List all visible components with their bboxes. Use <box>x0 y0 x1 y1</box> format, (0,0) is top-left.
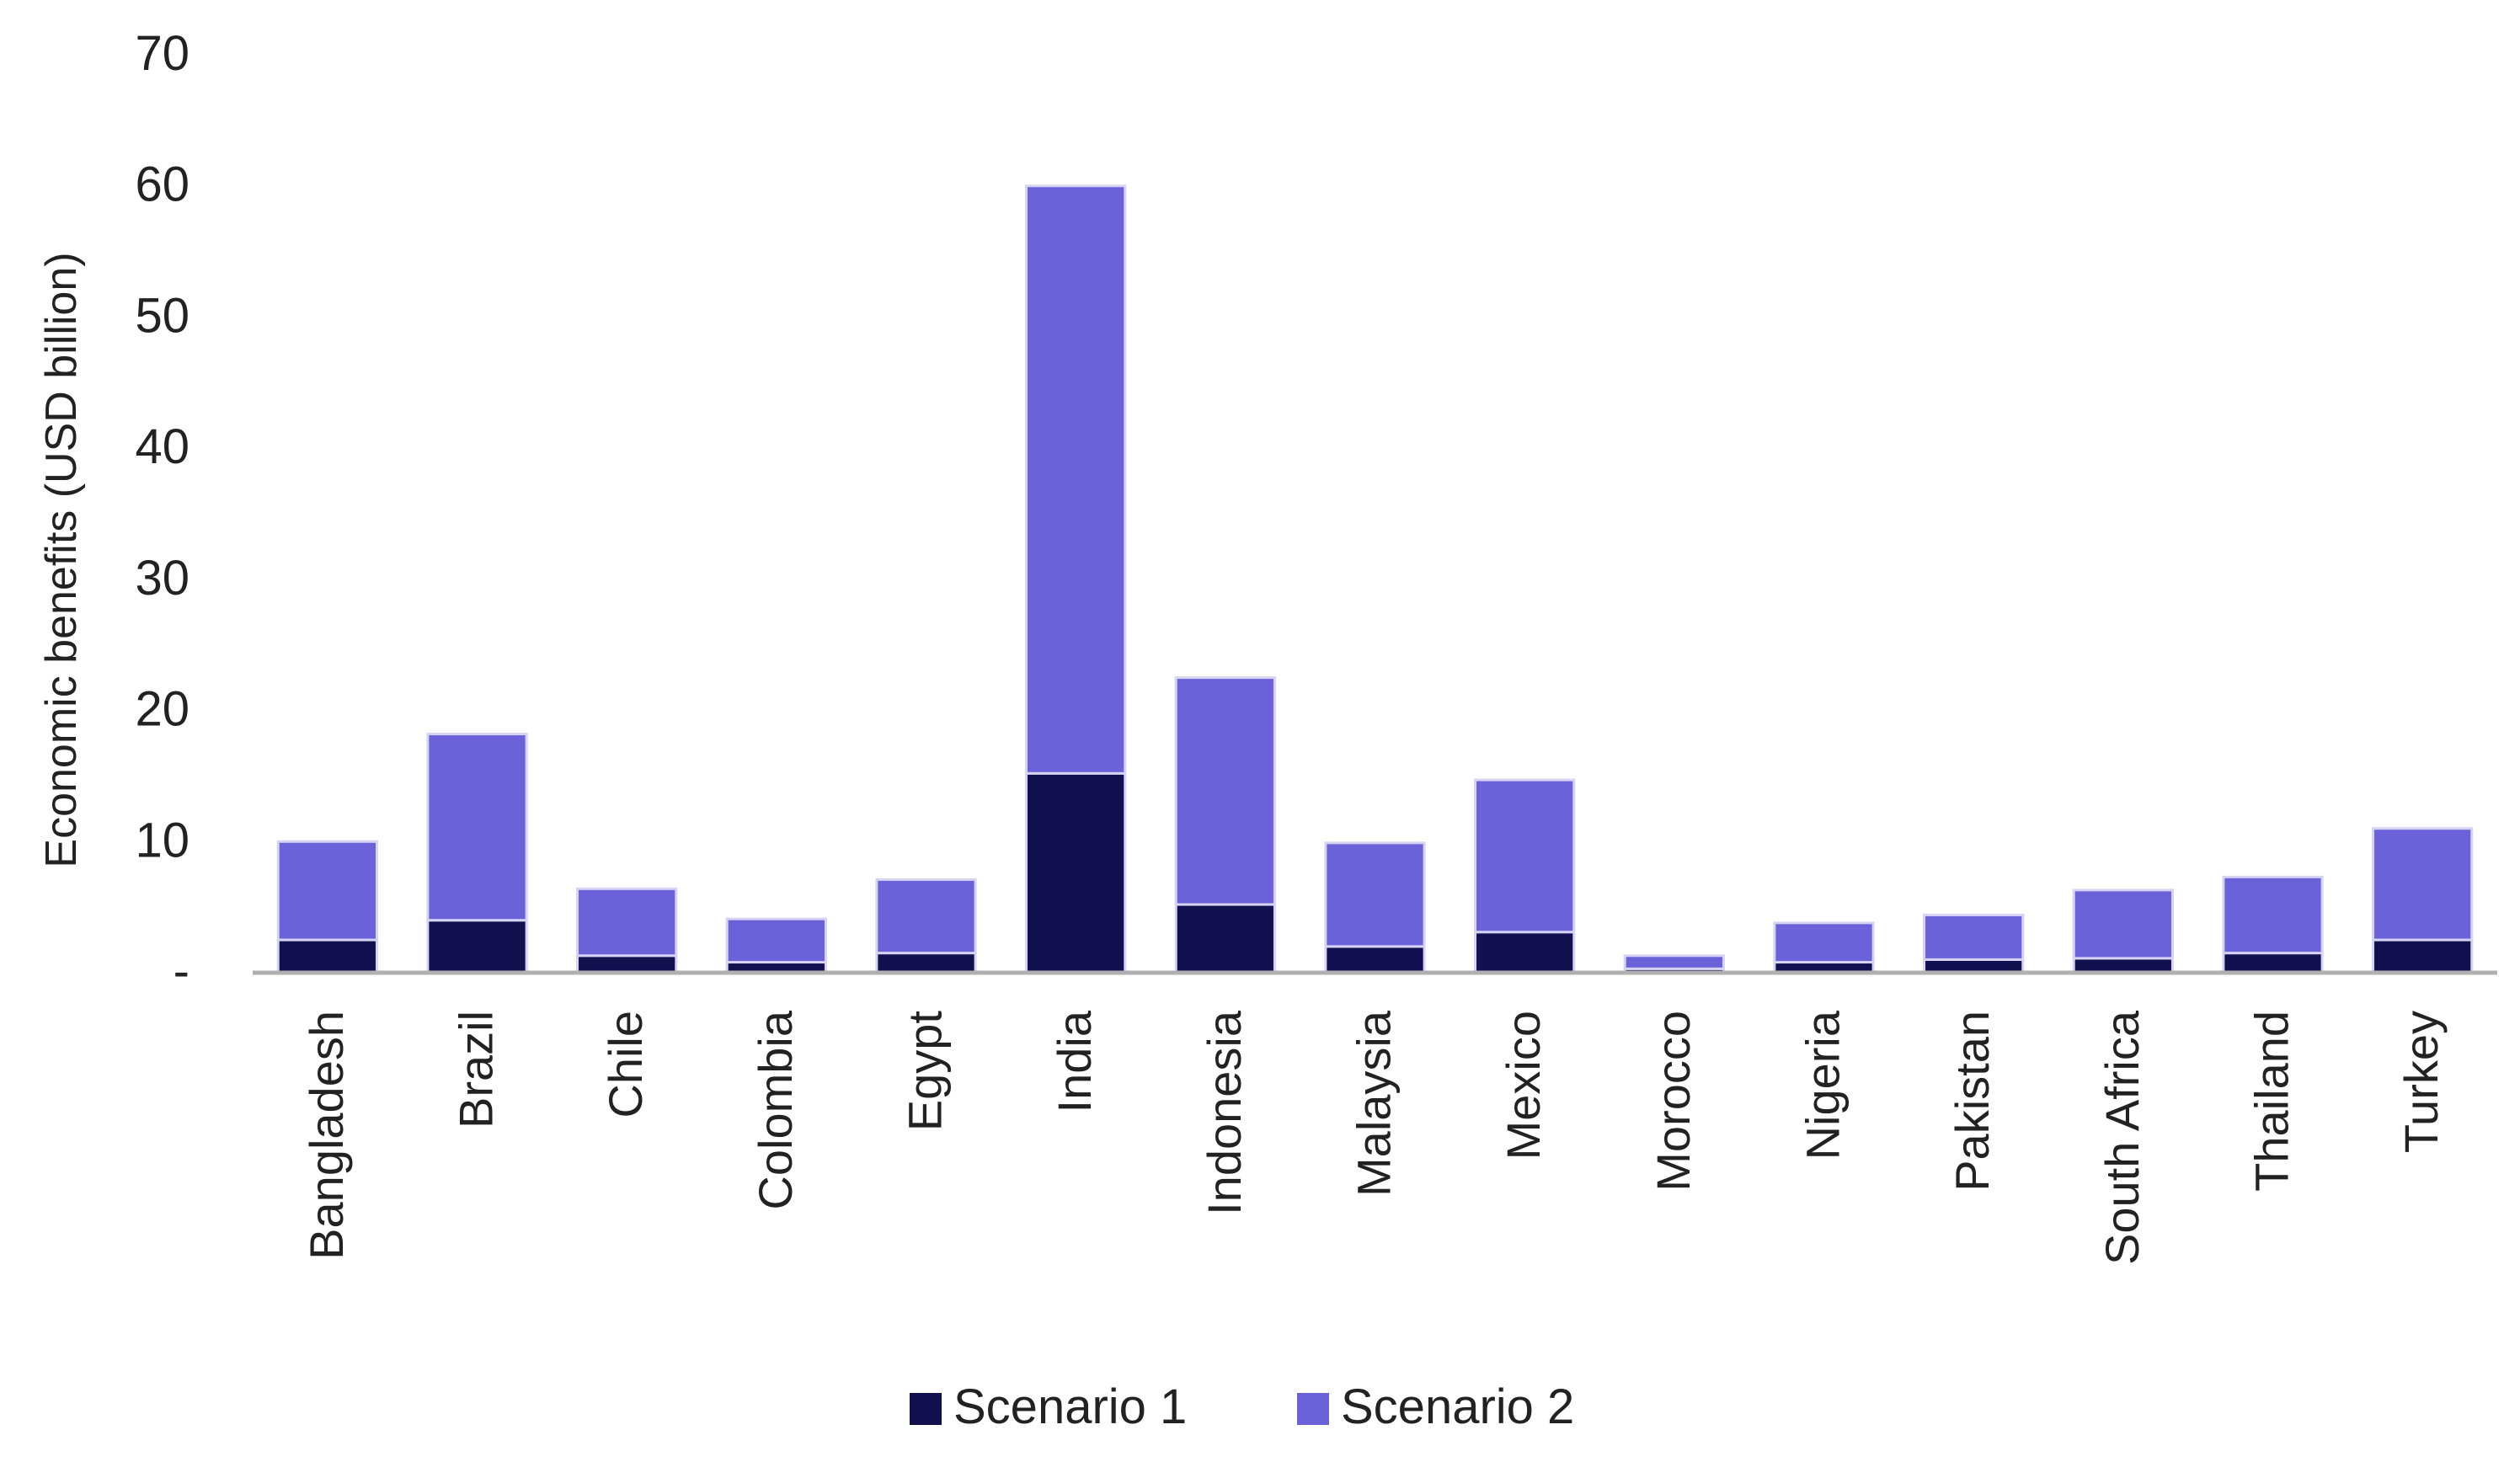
bar-scenario-2-mexico <box>1474 778 1576 934</box>
x-tick-label: Egypt <box>899 1011 952 1132</box>
bar-scenario-1-india <box>1025 771 1127 974</box>
x-tick-label: Mexico <box>1497 1011 1550 1160</box>
x-tick-label: South Africa <box>2096 1010 2149 1265</box>
legend-swatch <box>1297 1393 1329 1425</box>
bar-scenario-2-bangladesh <box>276 840 378 942</box>
y-tick-label: 60 <box>135 157 190 212</box>
bar-scenario-2-morocco <box>1623 954 1725 970</box>
y-tick-label: 70 <box>135 26 190 81</box>
y-axis-ticks: - 10 20 30 40 50 60 70 <box>135 26 190 999</box>
bar-scenario-2-indonesia <box>1174 676 1276 906</box>
x-tick-label: Turkey <box>2395 1011 2448 1153</box>
y-tick-label: 30 <box>135 551 190 606</box>
legend-label: Scenario 1 <box>953 1379 1187 1434</box>
bar-scenario-2-india <box>1025 184 1127 775</box>
bar-scenario-1-egypt <box>875 952 977 974</box>
bar-scenario-2-turkey <box>2372 827 2474 942</box>
x-tick-label: Nigeria <box>1797 1010 1850 1160</box>
x-tick-label: Colombia <box>749 1010 802 1209</box>
x-tick-label: Indonesia <box>1198 1010 1251 1215</box>
x-tick-label: Thailand <box>2245 1011 2298 1192</box>
bar-scenario-1-brazil <box>426 919 528 974</box>
bar-scenario-1-malaysia <box>1324 945 1426 974</box>
x-axis-tick-labels: Bangladesh Brazil Chile Colombia Egypt India I… <box>300 1010 2448 1265</box>
bar-scenario-2-colombia <box>725 917 827 964</box>
x-tick-label: Morocco <box>1647 1011 1700 1192</box>
bars <box>276 184 2474 974</box>
bar-scenario-1-mexico <box>1474 931 1576 974</box>
x-tick-label: Malaysia <box>1348 1010 1401 1197</box>
bar-scenario-1-south-africa <box>2072 957 2174 974</box>
bar-scenario-2-nigeria <box>1773 921 1875 964</box>
bar-scenario-2-chile <box>576 887 678 958</box>
x-tick-label: India <box>1048 1010 1101 1113</box>
x-tick-label: Chile <box>599 1011 652 1118</box>
y-tick-label: 10 <box>135 813 190 867</box>
x-tick-label: Brazil <box>450 1011 503 1129</box>
y-tick-label: 20 <box>135 682 190 737</box>
y-axis-title: Economic benefits (USD billion) <box>37 252 86 867</box>
legend: Scenario 1 Scenario 2 <box>910 1379 1574 1434</box>
y-tick-label: 40 <box>135 419 190 474</box>
bar-scenario-1-chile <box>576 954 678 974</box>
legend-swatch <box>910 1393 942 1425</box>
bar-scenario-1-indonesia <box>1174 903 1276 974</box>
bar-scenario-2-egypt <box>875 878 977 955</box>
bar-scenario-2-malaysia <box>1324 841 1426 948</box>
bar-scenario-2-thailand <box>2222 875 2324 955</box>
bar-scenario-1-turkey <box>2372 938 2474 974</box>
y-axis-title-group: Economic benefits (USD billion) <box>37 252 86 867</box>
x-tick-label: Pakistan <box>1946 1011 1999 1192</box>
bar-scenario-2-pakistan <box>1923 913 2025 961</box>
bar-scenario-2-brazil <box>426 733 528 922</box>
y-tick-label: 50 <box>135 288 190 343</box>
x-tick-label: Bangladesh <box>300 1011 353 1260</box>
bar-scenario-2-south-africa <box>2072 888 2174 960</box>
bar-scenario-1-bangladesh <box>276 938 378 974</box>
y-tick-label: - <box>174 944 190 999</box>
bar-scenario-1-thailand <box>2222 952 2324 974</box>
legend-label: Scenario 2 <box>1341 1379 1574 1434</box>
